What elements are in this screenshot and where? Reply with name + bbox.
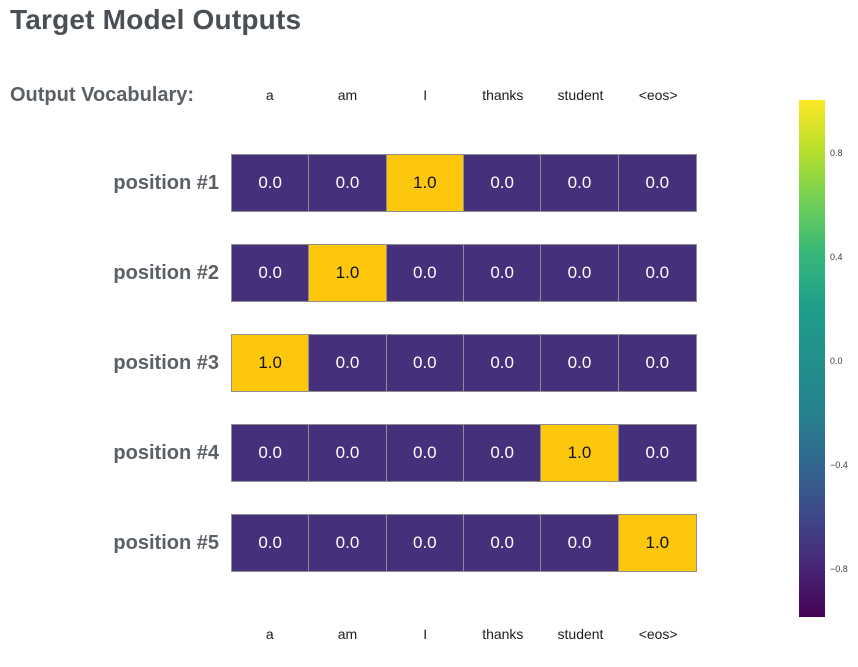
heatmap-cell: 0.0: [618, 155, 696, 211]
heatmap-cell: 0.0: [309, 335, 387, 391]
colorbar-tick-label: 0.0: [830, 356, 843, 366]
row-label: position #5: [113, 531, 219, 554]
column-label: a: [265, 87, 274, 103]
heatmap-cell: 0.0: [541, 515, 619, 571]
heatmap-cell: 0.0: [541, 335, 619, 391]
heatmap-cell: 0.0: [618, 245, 696, 301]
colorbar-tick-label: 0.8: [830, 148, 843, 158]
column-label: I: [423, 626, 428, 642]
column-label: am: [337, 87, 358, 103]
heatmap-cell: 0.0: [232, 245, 310, 301]
column-label: <eos>: [638, 87, 678, 103]
column-label: thanks: [482, 87, 524, 103]
heatmap-cell: 0.0: [309, 425, 387, 481]
heatmap-cell: 0.0: [232, 155, 310, 211]
heatmap-cell: 1.0: [541, 425, 619, 481]
heatmap-cell: 0.0: [541, 245, 619, 301]
heatmap-row: 0.0 0.0 1.0 0.0 0.0 0.0: [231, 154, 697, 212]
colorbar-tick-label: −0.8: [830, 564, 848, 574]
colorbar: 0.8 0.4 0.0 −0.4 −0.8: [799, 100, 848, 617]
heatmap-cell: 1.0: [232, 335, 310, 391]
column-label: am: [337, 626, 358, 642]
column-label: student: [557, 87, 604, 103]
colorbar-tick-label: −0.4: [830, 460, 848, 470]
colorbar-tick-label: 0.4: [830, 252, 843, 262]
heatmap-row: 0.0 0.0 0.0 0.0 1.0 0.0: [231, 424, 697, 482]
heatmap-cell: 0.0: [232, 515, 310, 571]
heatmap-cell: 0.0: [541, 155, 619, 211]
heatmap-cell: 0.0: [309, 155, 387, 211]
column-label: thanks: [482, 626, 524, 642]
heatmap-cell: 0.0: [309, 515, 387, 571]
heatmap-cell: 1.0: [309, 245, 387, 301]
row-label: position #2: [113, 261, 219, 284]
heatmap-cell: 0.0: [386, 515, 464, 571]
output-vocabulary-label: Output Vocabulary:: [10, 84, 195, 106]
heatmap-cell: 0.0: [464, 335, 542, 391]
heatmap-cell: 0.0: [618, 425, 696, 481]
heatmap-cell: 0.0: [386, 245, 464, 301]
page-title: Target Model Outputs: [10, 4, 302, 35]
heatmap-row: 0.0 1.0 0.0 0.0 0.0 0.0: [231, 244, 697, 302]
heatmap-cell: 0.0: [464, 515, 542, 571]
heatmap-cell: 1.0: [618, 515, 696, 571]
column-label: a: [265, 626, 274, 642]
heatmap-cell: 0.0: [386, 425, 464, 481]
column-label: <eos>: [638, 626, 678, 642]
heatmap-cell: 1.0: [386, 155, 464, 211]
heatmap-row: 0.0 0.0 0.0 0.0 0.0 1.0: [231, 514, 697, 572]
column-label: student: [557, 626, 604, 642]
row-label: position #3: [113, 351, 219, 374]
row-label: position #4: [113, 441, 219, 464]
heatmap-cell: 0.0: [464, 425, 542, 481]
row-label: position #1: [113, 171, 219, 194]
heatmap-cell: 0.0: [386, 335, 464, 391]
heatmap-cell: 0.0: [464, 245, 542, 301]
heatmap-cell: 0.0: [232, 425, 310, 481]
heatmap-cell: 0.0: [464, 155, 542, 211]
heatmap-cell: 0.0: [618, 335, 696, 391]
heatmap-row: 1.0 0.0 0.0 0.0 0.0 0.0: [231, 334, 697, 392]
column-label: I: [423, 87, 428, 103]
